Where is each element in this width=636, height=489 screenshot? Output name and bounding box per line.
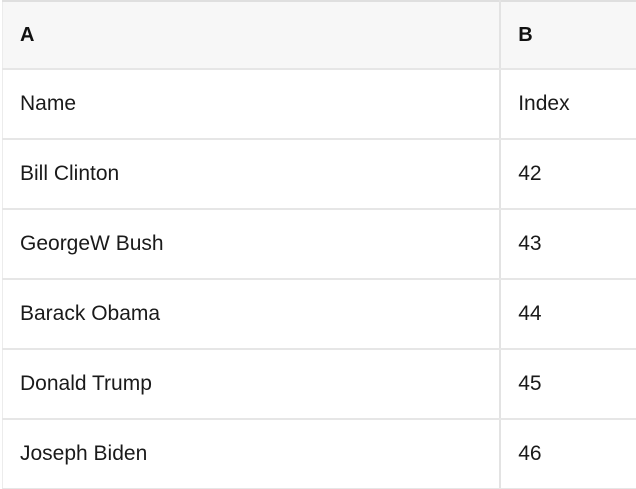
cell-a6[interactable]: Joseph Biden (2, 419, 502, 489)
table-row: Bill Clinton 42 (2, 139, 636, 210)
table-row: Name Index (2, 69, 636, 140)
table-row: Barack Obama 44 (2, 279, 636, 350)
cell-b5[interactable]: 45 (500, 349, 636, 420)
column-header-a[interactable]: A (2, 1, 502, 70)
column-header-row: A B (2, 1, 636, 70)
cell-a2[interactable]: Bill Clinton (2, 139, 502, 210)
cell-a5[interactable]: Donald Trump (2, 349, 502, 420)
cell-a1[interactable]: Name (2, 69, 502, 140)
table-row: Joseph Biden 46 (2, 419, 636, 489)
cell-a4[interactable]: Barack Obama (2, 279, 502, 350)
table-row: GeorgeW Bush 43 (2, 209, 636, 280)
cell-b6[interactable]: 46 (500, 419, 636, 489)
cell-b2[interactable]: 42 (500, 139, 636, 210)
column-header-b[interactable]: B (500, 1, 636, 70)
cell-a3[interactable]: GeorgeW Bush (2, 209, 502, 280)
cell-b3[interactable]: 43 (500, 209, 636, 280)
cell-b4[interactable]: 44 (500, 279, 636, 350)
table-row: Donald Trump 45 (2, 349, 636, 420)
cell-b1[interactable]: Index (500, 69, 636, 140)
